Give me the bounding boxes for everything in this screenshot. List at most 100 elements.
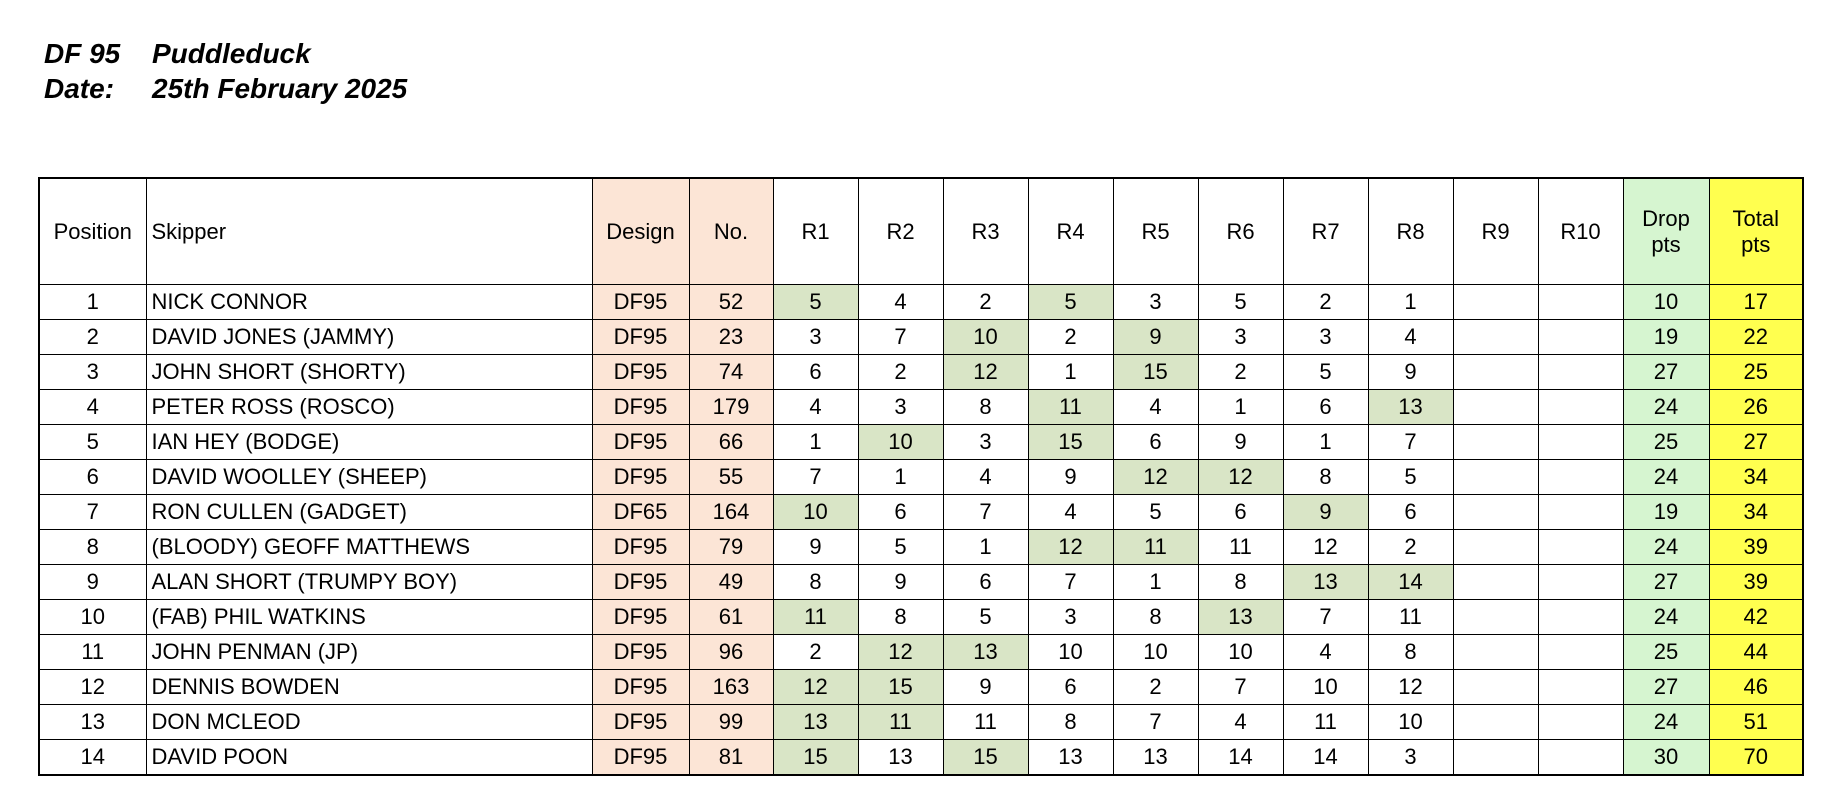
column-header: R2	[857, 177, 944, 285]
column-header-text: R7	[1311, 218, 1340, 244]
column-header-text: R6	[1226, 218, 1255, 244]
design: DF95	[591, 634, 690, 670]
race-score: 10	[1027, 634, 1114, 670]
race-score: 6	[1282, 389, 1369, 425]
race-score: 11	[1282, 704, 1369, 740]
position: 8	[38, 529, 147, 565]
race-score: 13	[1282, 564, 1369, 600]
race-score: 5	[1027, 284, 1114, 320]
race-score: 7	[857, 319, 944, 355]
race-score: 7	[942, 494, 1029, 530]
skipper: RON CULLEN (GADGET)	[145, 494, 593, 530]
column-header-text: R10	[1560, 218, 1601, 244]
race-score-empty	[1537, 634, 1624, 670]
race-score: 11	[942, 704, 1029, 740]
race-score-empty	[1452, 424, 1539, 460]
table-body: 1 NICK CONNOR DF95 52 5 4 2 5 3 5 2 1 10 17 2 DAVID JON…	[38, 284, 1804, 776]
race-score: 12	[1367, 669, 1454, 705]
race-score: 15	[857, 669, 944, 705]
race-score: 10	[1367, 704, 1454, 740]
sail-number: 55	[688, 459, 774, 495]
sail-number: 61	[688, 599, 774, 635]
race-score: 12	[1197, 459, 1284, 495]
race-score: 9	[772, 529, 859, 565]
total-points: 34	[1708, 494, 1804, 530]
race-score: 4	[1197, 704, 1284, 740]
drop-points: 27	[1622, 564, 1710, 600]
race-score: 8	[1282, 459, 1369, 495]
skipper: PETER ROSS (ROSCO)	[145, 389, 593, 425]
total-points: 42	[1708, 599, 1804, 635]
column-header: R9	[1452, 177, 1539, 285]
column-header-text: Design	[606, 218, 675, 244]
column-header: Total pts	[1708, 177, 1804, 285]
skipper: NICK CONNOR	[145, 284, 593, 320]
race-score-empty	[1537, 599, 1624, 635]
result-row: 12 DENNIS BOWDEN DF95 163 12 15 9 6 2 7 10 12 27 46	[38, 669, 1804, 705]
race-score: 8	[857, 599, 944, 635]
sail-number: 74	[688, 354, 774, 390]
race-score-empty	[1537, 319, 1624, 355]
sail-number: 79	[688, 529, 774, 565]
race-score: 6	[857, 494, 944, 530]
total-points: 70	[1708, 739, 1804, 776]
race-score: 15	[942, 739, 1029, 776]
column-header: Design	[591, 177, 690, 285]
result-row: 11 JOHN PENMAN (JP) DF95 96 2 12 13 10 10 10 4 8 25 4…	[38, 634, 1804, 670]
race-score: 4	[942, 459, 1029, 495]
design: DF65	[591, 494, 690, 530]
race-score-empty	[1452, 459, 1539, 495]
race-score-empty	[1452, 319, 1539, 355]
column-header: R7	[1282, 177, 1369, 285]
skipper: DAVID JONES (JAMMY)	[145, 319, 593, 355]
race-score: 7	[1282, 599, 1369, 635]
race-score: 6	[1112, 424, 1199, 460]
race-score: 10	[942, 319, 1029, 355]
drop-points: 30	[1622, 739, 1710, 776]
race-score: 1	[1367, 284, 1454, 320]
column-header: Skipper	[145, 177, 593, 285]
race-score: 7	[1112, 704, 1199, 740]
race-score: 4	[857, 284, 944, 320]
race-score: 1	[1197, 389, 1284, 425]
race-score: 13	[1197, 599, 1284, 635]
drop-points: 24	[1622, 704, 1710, 740]
drop-points: 24	[1622, 459, 1710, 495]
result-row: 10 (FAB) PHIL WATKINS DF95 61 11 8 5 3 8 13 7 11 24 4…	[38, 599, 1804, 635]
drop-points: 27	[1622, 354, 1710, 390]
position: 5	[38, 424, 147, 460]
race-score: 5	[1112, 494, 1199, 530]
column-header: Drop pts	[1622, 177, 1710, 285]
date: 25th February 2025	[152, 73, 408, 104]
race-score: 5	[1367, 459, 1454, 495]
race-score: 6	[942, 564, 1029, 600]
race-score-empty	[1537, 459, 1624, 495]
race-score: 13	[772, 704, 859, 740]
race-score: 11	[857, 704, 944, 740]
race-score: 15	[1027, 424, 1114, 460]
drop-points: 24	[1622, 599, 1710, 635]
skipper: JOHN SHORT (SHORTY)	[145, 354, 593, 390]
race-score: 6	[1367, 494, 1454, 530]
race-score: 10	[857, 424, 944, 460]
design: DF95	[591, 459, 690, 495]
result-row: 2 DAVID JONES (JAMMY) DF95 23 3 7 10 2 9 3 3 4 19 22	[38, 319, 1804, 355]
race-score: 3	[772, 319, 859, 355]
race-score: 12	[1112, 459, 1199, 495]
race-score: 8	[772, 564, 859, 600]
sail-number: 99	[688, 704, 774, 740]
race-score-empty	[1452, 669, 1539, 705]
race-score: 1	[857, 459, 944, 495]
drop-points: 25	[1622, 634, 1710, 670]
race-score: 8	[1367, 634, 1454, 670]
race-score: 13	[1367, 389, 1454, 425]
total-points: 39	[1708, 529, 1804, 565]
drop-points: 24	[1622, 529, 1710, 565]
sail-number: 66	[688, 424, 774, 460]
race-score-empty	[1537, 739, 1624, 776]
title-line: DF 95 Puddleduck	[44, 38, 311, 70]
design: DF95	[591, 284, 690, 320]
race-score: 12	[1027, 529, 1114, 565]
race-score: 12	[942, 354, 1029, 390]
race-score-empty	[1537, 704, 1624, 740]
